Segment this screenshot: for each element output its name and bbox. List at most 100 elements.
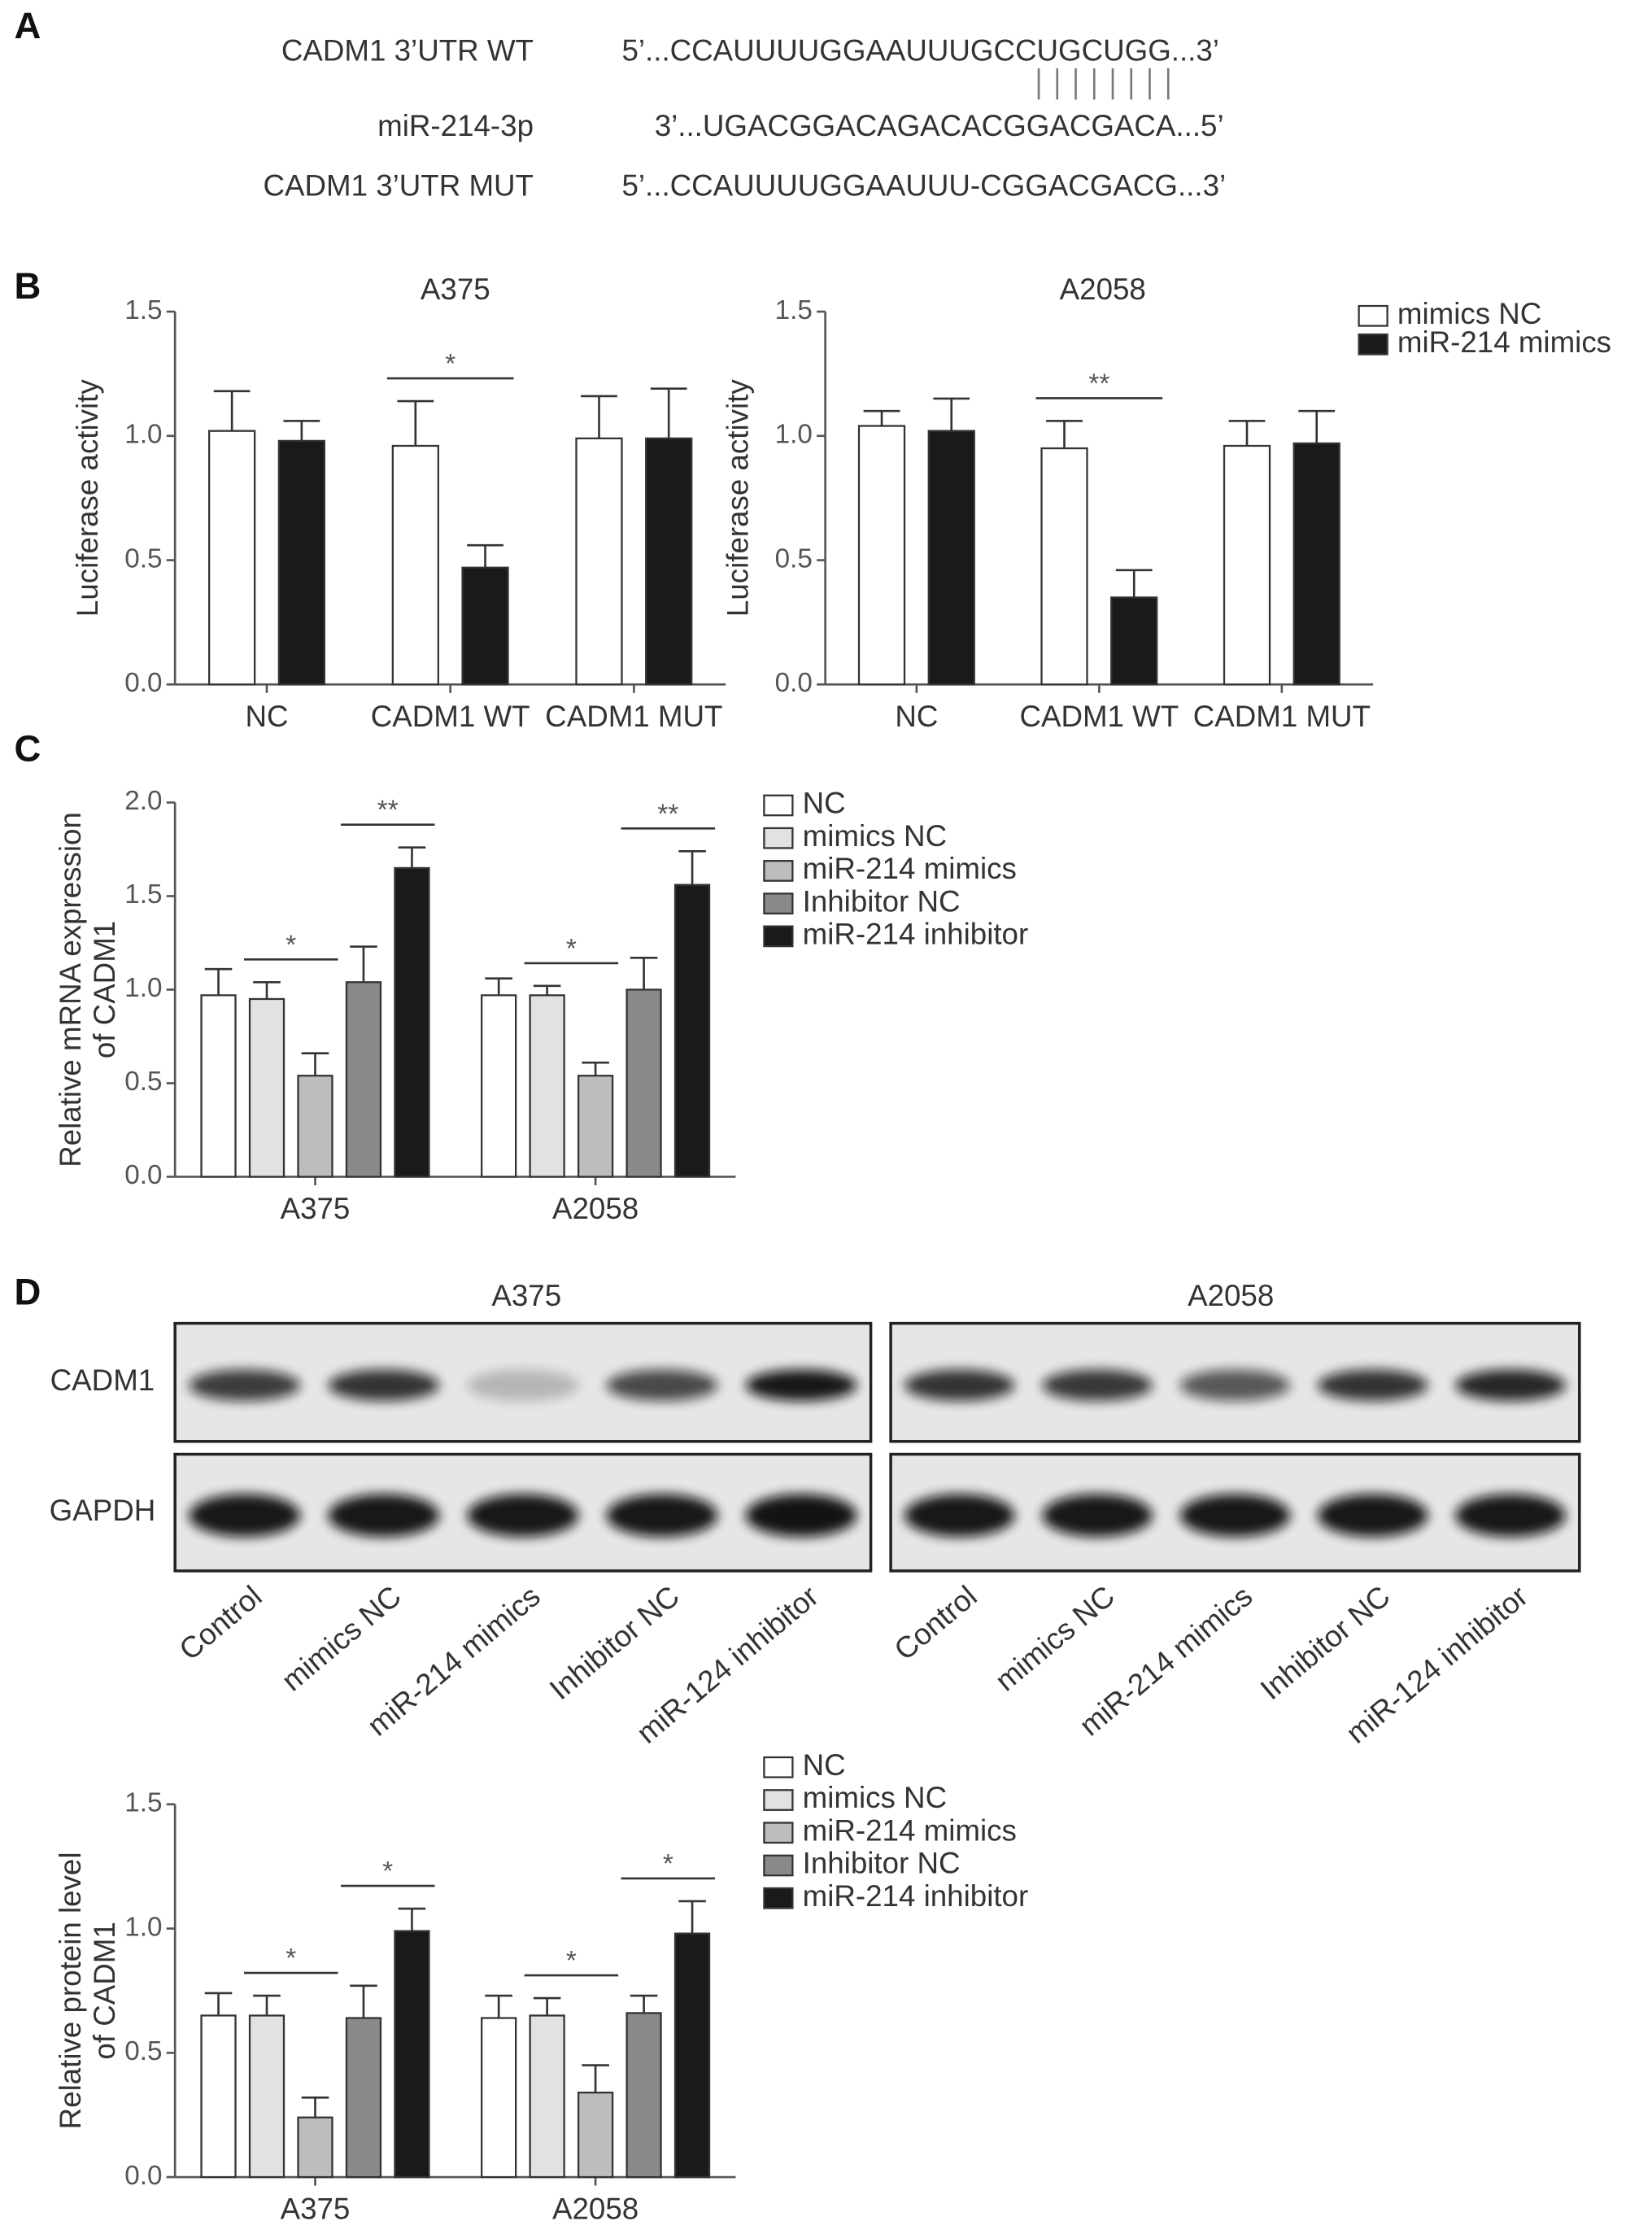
blot-band (1179, 1494, 1291, 1537)
bar (345, 2017, 382, 2179)
error-bar (678, 1900, 706, 1934)
x-tick-label: CADM1 WT (1019, 700, 1179, 733)
legend-label: miR-214 mimics (803, 1813, 1017, 1847)
blot-band (467, 1369, 579, 1401)
y-tick-label: 0.5 (124, 1067, 162, 1097)
y-axis-label: Luciferase activity (71, 379, 104, 617)
sequence: 5’...CCAUUUUGGAAUUU-CGGACGACG...3’ (621, 169, 1226, 203)
bar (481, 994, 517, 1178)
blot-band (1042, 1494, 1153, 1537)
bar (625, 988, 662, 1178)
panel-label: D (14, 1272, 41, 1313)
error-bar (283, 420, 320, 441)
blot-band (745, 1494, 857, 1537)
y-tick-label: 1.0 (124, 420, 162, 450)
legend-label: miR-214 inhibitor (803, 1879, 1029, 1913)
blot-band (1318, 1494, 1428, 1537)
legend-swatch (763, 827, 794, 849)
legend-swatch (1358, 304, 1388, 327)
blot-band (745, 1369, 857, 1401)
bar (297, 2116, 333, 2179)
significance-label: * (382, 1857, 393, 1887)
bar (394, 866, 430, 1178)
panel-label: C (14, 728, 41, 770)
error-bar (630, 957, 658, 990)
bar (1110, 596, 1158, 686)
bar (481, 2017, 517, 2179)
sequence-name: miR-214-3p (377, 109, 534, 142)
error-bar (253, 980, 281, 999)
bar (1223, 444, 1271, 686)
error-bar (1298, 409, 1336, 443)
legend-swatch (1358, 333, 1388, 356)
y-tick-label: 2.0 (124, 786, 162, 816)
sequence-name: CADM1 3’UTR MUT (263, 169, 534, 203)
significance-label: * (445, 349, 455, 379)
bar (248, 997, 286, 1178)
legend-label: mimics NC (803, 1781, 947, 1814)
error-bar (467, 543, 503, 568)
legend-swatch (763, 892, 794, 915)
y-tick-label: 0.5 (124, 2036, 162, 2066)
blot-band (1179, 1369, 1291, 1401)
x-tick-label: A375 (281, 2193, 351, 2226)
x-tick-label: A375 (281, 1192, 351, 1225)
legend-label: miR-214 mimics (803, 852, 1017, 885)
blot-row-label: CADM1 (50, 1364, 155, 1397)
y-tick-label: 1.0 (775, 420, 813, 450)
blot-band (606, 1369, 718, 1401)
bar (673, 1932, 711, 2179)
base-pairing (1037, 68, 1170, 100)
blot-title: A375 (491, 1279, 561, 1312)
legend-swatch (763, 1887, 794, 1909)
chart-title: A2058 (1060, 273, 1146, 306)
error-bar (863, 409, 900, 426)
significance-label: * (663, 1849, 673, 1879)
bar (394, 1930, 430, 2179)
lane-label: Inhibitor NC (1254, 1579, 1397, 1706)
y-tick-label: 1.0 (124, 1912, 162, 1942)
blot-title: A2058 (1188, 1279, 1274, 1312)
x-tick-label: NC (895, 700, 938, 733)
legend-swatch (763, 1789, 794, 1811)
error-bar (485, 977, 512, 996)
bar (248, 2014, 286, 2179)
significance-label: * (566, 934, 577, 964)
error-bar (350, 1984, 377, 2018)
y-tick-label: 0.0 (124, 668, 162, 698)
bar (577, 2092, 614, 2179)
bar (1040, 447, 1088, 686)
error-bar (582, 2064, 609, 2093)
blot-band (1042, 1369, 1153, 1401)
y-axis-label: Luciferase activity (721, 379, 754, 617)
error-bar (630, 1994, 658, 2014)
lane-label: Control (888, 1579, 983, 1666)
blot-band (904, 1369, 1015, 1401)
legend-label: miR-214 mimics (1397, 325, 1611, 359)
error-bar (533, 1996, 561, 2016)
legend-label: miR-214 inhibitor (803, 918, 1029, 951)
sequence: 3’...UGACGGACAGACACGGACGACA...5’ (655, 109, 1224, 142)
lane-label: Control (173, 1579, 268, 1666)
error-bar (678, 849, 706, 885)
y-tick-label: 1.5 (124, 879, 162, 910)
error-bar (204, 1992, 233, 2016)
error-bar (1115, 569, 1153, 598)
y-axis-label: of CADM1 (88, 921, 121, 1058)
bar (529, 994, 565, 1178)
bar (927, 430, 975, 686)
error-bar (350, 945, 377, 983)
error-bar (582, 1061, 609, 1076)
bar (575, 437, 623, 686)
x-tick-label: A2058 (552, 2193, 639, 2226)
blot-band (904, 1494, 1015, 1537)
significance-label: * (286, 1944, 296, 1974)
bar (673, 884, 711, 1178)
error-bar (398, 1907, 426, 1931)
bar (297, 1075, 333, 1178)
blot-band (189, 1369, 301, 1401)
y-axis-label: of CADM1 (88, 1922, 121, 2059)
legend-swatch (763, 925, 794, 948)
